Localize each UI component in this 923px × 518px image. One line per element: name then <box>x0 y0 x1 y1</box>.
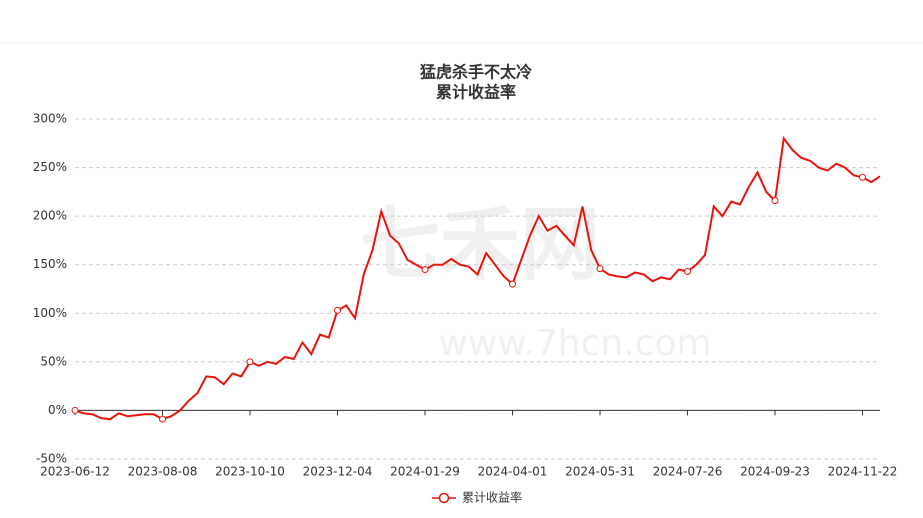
x-tick-label: 2024-04-01 <box>478 465 548 479</box>
y-tick-label: 100% <box>33 306 67 320</box>
line <box>74 135 881 421</box>
chart-title: 猛虎杀手不太冷 <box>419 63 532 82</box>
x-tick-label: 2024-11-22 <box>828 465 898 479</box>
x-tick-label: 2023-10-10 <box>215 465 285 479</box>
x-tick-label: 2024-05-31 <box>565 465 635 479</box>
point-marker <box>159 415 166 423</box>
x-tick-label: 2024-09-23 <box>740 465 810 479</box>
y-tick-label: 300% <box>33 112 67 126</box>
point-marker <box>771 197 779 205</box>
y-tick-label: 50% <box>40 354 67 368</box>
watermark: 七禾网 <box>360 198 600 291</box>
point-marker <box>596 265 604 273</box>
point-marker <box>684 268 691 276</box>
legend-label: 累计收益率 <box>462 490 522 505</box>
point-marker <box>509 280 516 288</box>
watermark: www.7hcn.com <box>438 323 711 364</box>
y-tick-label: 200% <box>33 209 67 223</box>
x-tick-label: 2023-12-04 <box>303 465 373 479</box>
legend-marker <box>438 492 450 504</box>
x-tick-label: 2023-08-08 <box>128 465 198 479</box>
point-marker <box>246 358 254 366</box>
y-tick-label: 250% <box>33 160 67 174</box>
y-tick-label: -50% <box>36 452 67 466</box>
x-tick-label: 2024-07-26 <box>653 465 723 479</box>
point-marker <box>421 266 429 274</box>
point-marker <box>71 406 79 414</box>
point-marker <box>334 306 341 314</box>
y-tick-label: 0% <box>48 403 67 417</box>
y-tick-label: 150% <box>33 257 67 271</box>
x-tick-label: 2023-06-12 <box>40 465 110 479</box>
x-tick-label: 2024-01-29 <box>390 465 460 479</box>
chart-subtitle: 累计收益率 <box>436 83 516 102</box>
point-marker <box>859 173 866 181</box>
